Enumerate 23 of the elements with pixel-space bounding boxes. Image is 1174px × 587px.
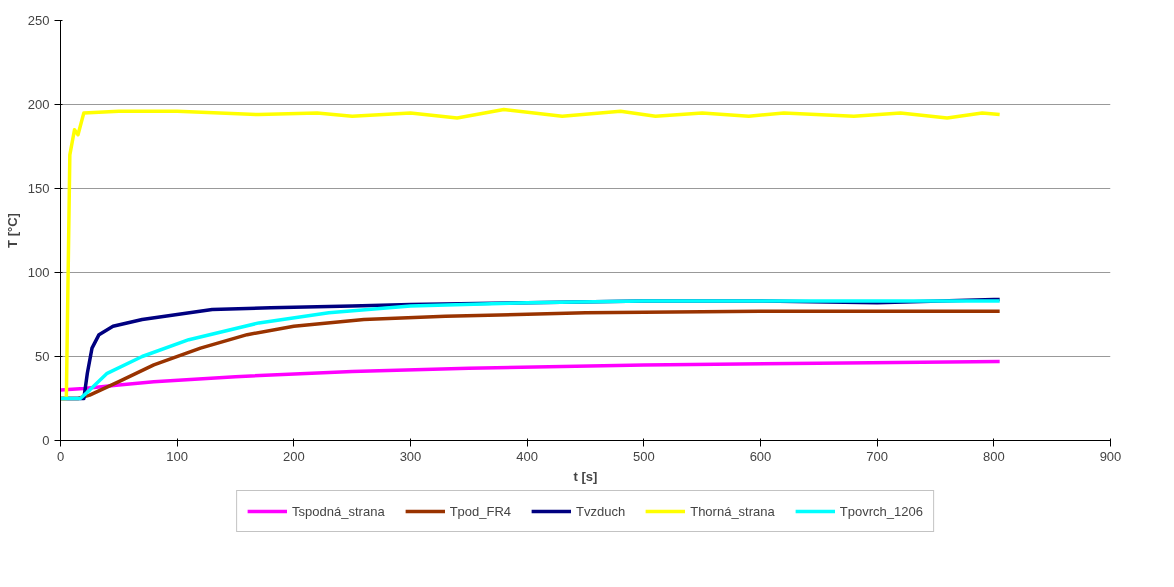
x-tick-label: 500: [632, 448, 655, 464]
x-axis-title: t [s]: [573, 468, 598, 484]
legend-label: Thorná_strana: [690, 503, 775, 519]
legend-label: Tpovrch_1206: [839, 503, 923, 519]
y-tick-label: 150: [27, 181, 50, 196]
x-tick-label: 900: [1099, 448, 1122, 464]
x-tick-label: 100: [166, 448, 189, 464]
y-tick-label: 250: [27, 13, 50, 28]
y-tick-label: 200: [27, 97, 50, 112]
y-tick-label: 50: [35, 349, 50, 364]
y-axis-title: T [°C]: [4, 213, 20, 248]
y-tick-label: 100: [27, 265, 50, 280]
x-tick-label: 700: [866, 448, 889, 464]
x-tick-label: 400: [516, 448, 539, 464]
legend-label: Tspodná_strana: [292, 503, 385, 519]
legend-label: Tpod_FR4: [449, 503, 512, 519]
y-tick-label: 0: [42, 433, 50, 448]
x-tick-label: 200: [282, 448, 305, 464]
x-tick-label: 800: [982, 448, 1005, 464]
x-tick-label: 300: [399, 448, 422, 464]
legend-label: Tvzduch: [576, 503, 626, 519]
x-tick-label: 600: [749, 448, 772, 464]
x-tick-label: 0: [56, 448, 65, 464]
